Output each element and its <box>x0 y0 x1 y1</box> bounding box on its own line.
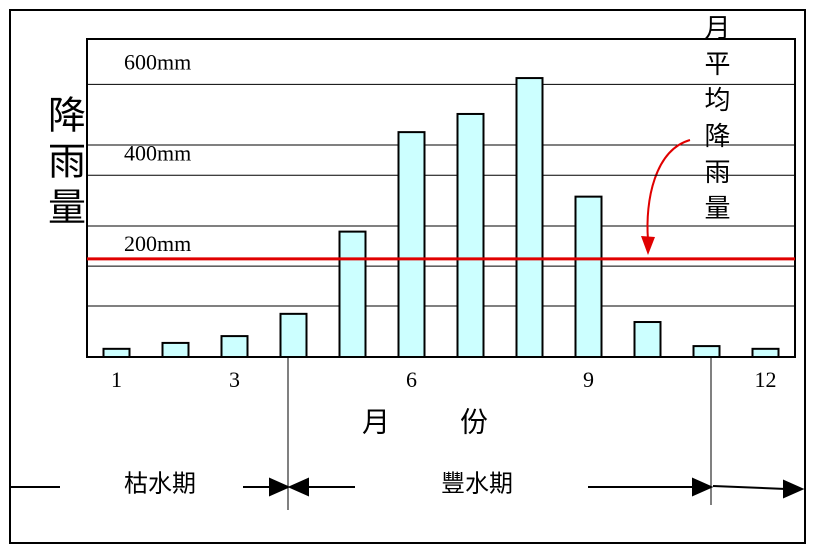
annotation-arrow <box>646 139 691 241</box>
plot-area <box>86 38 796 358</box>
arrow-head <box>287 477 309 497</box>
period-label: 豐水期 <box>441 470 513 498</box>
bar <box>338 230 367 358</box>
x-tick-label: 6 <box>406 367 417 392</box>
period-arrows <box>10 477 805 499</box>
annotation-arrow-head <box>641 236 655 255</box>
x-tick-label: 1 <box>111 367 122 392</box>
bar <box>220 335 249 358</box>
x-tick-label: 9 <box>583 367 594 392</box>
bar <box>456 112 485 359</box>
bar <box>515 77 544 358</box>
bar <box>279 312 308 359</box>
bar <box>161 341 190 359</box>
bar <box>751 347 780 358</box>
x-tick-label: 3 <box>229 367 240 392</box>
bar <box>633 321 662 358</box>
arrow-head <box>269 477 291 497</box>
frame <box>9 9 806 544</box>
bar <box>397 131 426 358</box>
dividers <box>287 357 712 510</box>
y-axis-title: 降雨量 <box>42 95 86 233</box>
arrow-head <box>783 479 805 499</box>
arrow-head <box>692 477 714 497</box>
period-label: 枯水期 <box>124 470 196 498</box>
bar <box>692 345 721 358</box>
x-axis-title: 月份 <box>362 406 558 439</box>
bar <box>574 195 603 358</box>
bar <box>102 347 131 358</box>
y-tick-label: 600mm <box>124 49 191 74</box>
reference-label: 月平均降雨量 <box>700 14 730 230</box>
arrow-line <box>712 485 787 490</box>
y-tick-label: 200mm <box>124 231 191 256</box>
y-tick-label: 400mm <box>124 140 191 165</box>
x-tick-label: 12 <box>755 367 777 392</box>
